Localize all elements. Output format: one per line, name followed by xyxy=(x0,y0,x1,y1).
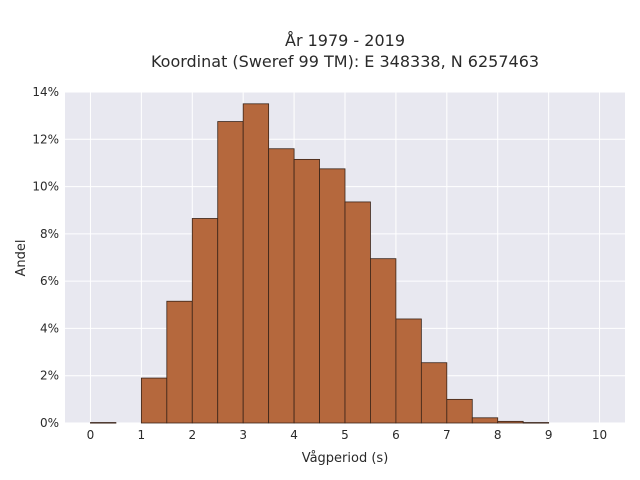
y-axis-ticks: 0% 2% 4% 6% 8% 10% 12% 14% xyxy=(32,85,59,430)
histogram-bar xyxy=(420,362,448,424)
y-tick-label: 14% xyxy=(32,85,59,99)
y-tick-label: 6% xyxy=(40,274,59,288)
histogram-bar xyxy=(344,201,371,424)
y-tick-label: 2% xyxy=(40,369,59,383)
histogram-bar xyxy=(293,158,320,424)
histogram-bar xyxy=(268,148,295,424)
histogram-bar xyxy=(90,422,117,424)
histogram-bar xyxy=(395,318,422,424)
histogram-bar xyxy=(471,417,499,424)
histogram-bar xyxy=(522,422,550,424)
bars xyxy=(90,103,550,424)
histogram-bar xyxy=(140,377,168,424)
y-tick-label: 4% xyxy=(40,321,59,335)
x-axis-label: Vågperiod (s) xyxy=(302,451,389,466)
x-axis-ticks: 0 1 2 3 4 5 6 7 8 9 10 xyxy=(87,428,608,442)
histogram-bar xyxy=(166,300,193,424)
histogram-bar xyxy=(191,218,219,424)
y-tick-label: 0% xyxy=(40,416,59,430)
x-tick-label: 2 xyxy=(188,428,196,442)
chart-title-line1: År 1979 - 2019 xyxy=(285,31,405,50)
x-tick-label: 0 xyxy=(87,428,95,442)
x-tick-label: 6 xyxy=(392,428,400,442)
x-tick-label: 8 xyxy=(494,428,502,442)
histogram-bar xyxy=(446,398,473,424)
x-tick-label: 3 xyxy=(239,428,247,442)
y-tick-label: 8% xyxy=(40,227,59,241)
histogram-bar xyxy=(370,258,397,424)
x-tick-label: 1 xyxy=(138,428,146,442)
chart-title-line2: Koordinat (Sweref 99 TM): E 348338, N 62… xyxy=(151,52,539,71)
y-axis-label: Andel xyxy=(14,240,29,277)
y-tick-label: 10% xyxy=(32,180,59,194)
histogram-bar xyxy=(242,103,270,424)
histogram-bar xyxy=(217,121,244,424)
histogram-bar xyxy=(497,420,524,424)
x-tick-label: 5 xyxy=(341,428,349,442)
x-tick-label: 9 xyxy=(545,428,553,442)
x-tick-label: 4 xyxy=(290,428,298,442)
x-tick-label: 7 xyxy=(443,428,451,442)
y-tick-label: 12% xyxy=(32,132,59,146)
x-tick-label: 10 xyxy=(592,428,607,442)
histogram-bar xyxy=(319,168,346,424)
